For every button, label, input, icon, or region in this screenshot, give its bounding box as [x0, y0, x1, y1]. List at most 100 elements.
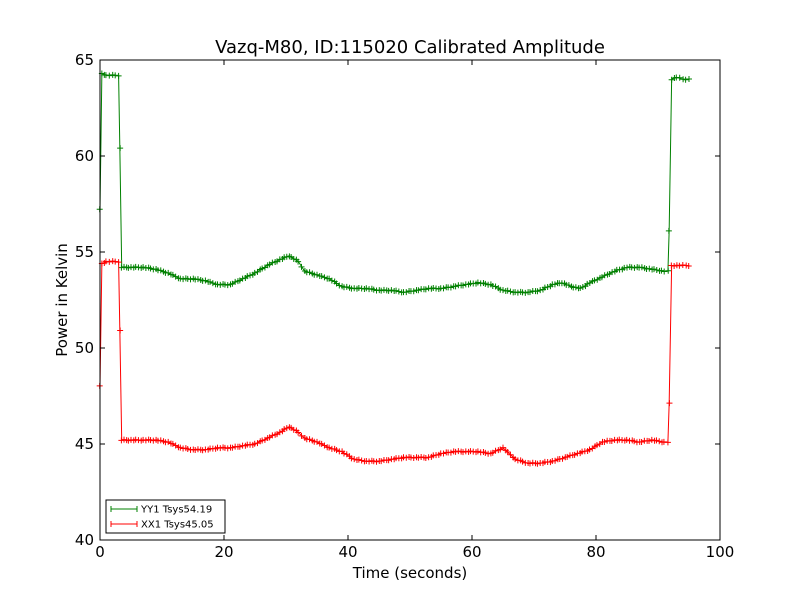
data-point [500, 287, 506, 294]
data-point [601, 272, 608, 279]
data-point [117, 327, 124, 334]
legend-box [105, 499, 226, 534]
data-point [336, 282, 343, 289]
data-point [638, 438, 645, 445]
data-point [295, 258, 302, 265]
data-point [666, 400, 673, 407]
data-point [244, 273, 251, 280]
data-point [395, 288, 402, 295]
data-point [512, 456, 519, 463]
data-point [202, 277, 209, 284]
series-2 [96, 258, 692, 467]
data-point [118, 264, 125, 271]
y-axis-label: Power in Kelvin [53, 243, 71, 357]
data-point [685, 262, 692, 269]
data-point [577, 284, 584, 291]
data-point [609, 269, 616, 276]
data-point [385, 287, 392, 294]
data-point [106, 258, 113, 265]
data-point [504, 287, 511, 294]
data-point [259, 265, 266, 272]
x-tick-label: 20 [214, 543, 233, 561]
legend-entry: XX1 Tsys45.05 [110, 520, 214, 531]
data-point [452, 448, 459, 455]
data-point [676, 262, 683, 269]
y-tick-label: 45 [75, 435, 94, 453]
data-point [591, 277, 598, 284]
data-point [526, 460, 533, 467]
data-point [658, 267, 665, 274]
data-point [295, 429, 302, 436]
data-point [351, 456, 358, 463]
data-point [650, 266, 657, 273]
data-point [333, 447, 340, 454]
y-tick-label: 55 [75, 243, 94, 261]
data-point [378, 458, 385, 465]
data-point [422, 286, 429, 293]
data-point [177, 444, 184, 451]
data-point [340, 450, 347, 457]
data-point [276, 429, 283, 436]
x-tick-label: 0 [95, 543, 105, 561]
data-point [251, 269, 258, 276]
data-point [504, 448, 511, 455]
data-point [648, 436, 655, 443]
data-point [106, 72, 113, 79]
data-point [306, 436, 313, 443]
data-point [125, 437, 132, 444]
data-point [358, 457, 365, 464]
data-point [507, 451, 514, 458]
data-point [653, 267, 660, 274]
data-point [534, 460, 541, 467]
axis-ticks: 0 20 40 60 80 100 40 45 50 55 60 65 [75, 51, 734, 561]
data-point [157, 267, 164, 274]
data-point [415, 287, 422, 294]
data-point [232, 278, 239, 285]
data-point [385, 457, 392, 464]
data-point [269, 259, 276, 266]
data-point [415, 454, 422, 461]
data-point [117, 145, 124, 152]
legend: YY1 Tsys54.19 XX1 Tsys45.05 [105, 499, 226, 534]
data-point [474, 279, 481, 286]
data-point [665, 227, 672, 234]
data-point [298, 263, 305, 270]
data-point [656, 438, 663, 445]
data-point [608, 438, 615, 445]
data-point [572, 284, 579, 291]
series-1 [96, 70, 692, 296]
data-point [192, 447, 199, 454]
data-point [661, 268, 668, 275]
x-axis-label: Time (seconds) [352, 564, 468, 582]
data-point [224, 282, 231, 289]
data-point [586, 446, 593, 453]
data-point [388, 287, 395, 294]
data-point [544, 283, 551, 290]
data-point [534, 288, 541, 295]
data-point [440, 450, 447, 457]
data-point [259, 437, 266, 444]
data-point [410, 288, 417, 295]
data-point [646, 438, 653, 445]
data-point [452, 283, 459, 290]
data-point [638, 264, 645, 271]
data-point [239, 275, 246, 282]
data-point [355, 456, 362, 463]
data-point [537, 287, 544, 294]
data-point [229, 444, 236, 451]
data-point [115, 259, 122, 266]
data-point [393, 287, 400, 294]
data-point [682, 76, 689, 83]
data-point [147, 265, 154, 272]
data-point [522, 289, 529, 296]
data-point [247, 272, 254, 279]
data-point [646, 265, 653, 272]
data-point [653, 437, 660, 444]
data-point [403, 289, 410, 296]
data-point [207, 278, 214, 285]
data-point [269, 432, 276, 439]
data-point [224, 445, 231, 452]
data-point [378, 287, 385, 294]
data-point [460, 449, 467, 456]
